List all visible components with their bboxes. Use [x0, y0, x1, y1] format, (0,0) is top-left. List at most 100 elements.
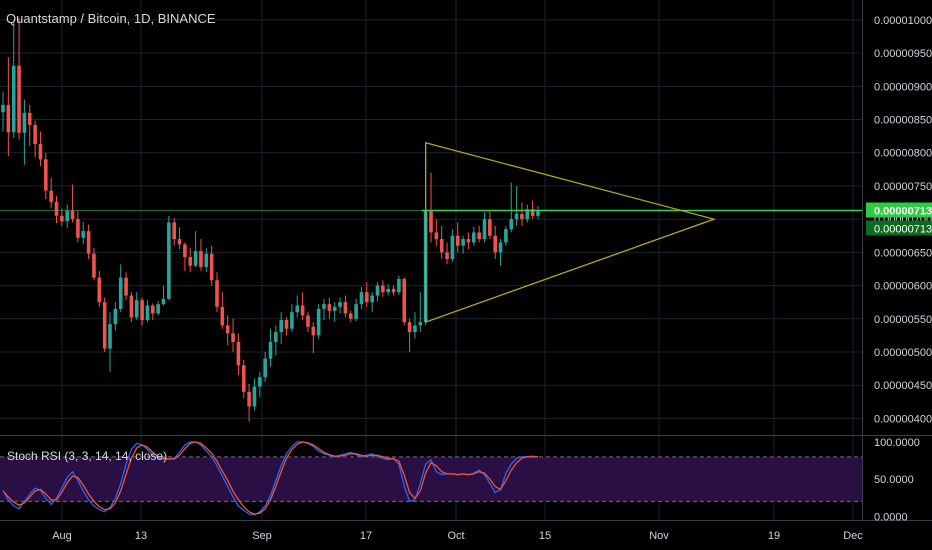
candle-body	[44, 159, 48, 191]
time-tick-label: Oct	[447, 530, 464, 542]
candle-body	[6, 104, 11, 133]
candle-body	[290, 312, 294, 329]
price-tick-label: 0.00000600	[874, 281, 932, 293]
candle-body	[525, 209, 530, 220]
stoch-tick-label: 0.0000	[874, 511, 908, 523]
candle-body	[504, 229, 508, 243]
candle-body	[54, 201, 59, 216]
candle-body	[316, 308, 321, 336]
candle-body	[140, 300, 144, 321]
candle-body	[11, 65, 16, 133]
candle-body	[247, 391, 251, 407]
candle-body	[172, 222, 176, 240]
candle-body	[49, 190, 53, 202]
price-tick-label: 0.00000800	[874, 148, 932, 160]
price-badge-value: 0.00000713	[874, 224, 932, 236]
candle-body	[386, 288, 390, 293]
candle-body	[477, 232, 481, 240]
candle-body	[279, 320, 283, 333]
candle-body	[118, 277, 123, 309]
candle-body	[332, 306, 337, 311]
candle-body	[17, 65, 21, 133]
candle-body	[530, 209, 535, 216]
candle-body	[429, 211, 433, 233]
candle-body	[450, 235, 455, 260]
candle-body	[284, 320, 289, 329]
candle-body	[434, 232, 439, 240]
candle-body	[407, 322, 412, 333]
candle-body	[488, 219, 492, 236]
candle-body	[498, 242, 503, 253]
candle-body	[295, 305, 300, 313]
candle-body	[76, 219, 80, 238]
candle-body	[129, 295, 134, 318]
candle-body	[327, 304, 332, 311]
candle-body	[156, 304, 160, 314]
candle-body	[381, 285, 385, 293]
candle-body	[338, 302, 342, 307]
stoch-d-line	[2, 441, 538, 515]
candle-body	[536, 210, 540, 216]
candle-body	[27, 112, 32, 125]
candle-body	[402, 278, 407, 323]
candle-body	[300, 305, 305, 316]
candle-body	[209, 253, 214, 281]
time-tick-label: 19	[768, 530, 780, 542]
price-tick-label: 0.00000550	[874, 314, 932, 326]
price-tick-label: 0.00000650	[874, 247, 932, 259]
candle-body	[252, 386, 257, 407]
candle-body	[65, 210, 69, 222]
candle-body	[348, 313, 353, 319]
candle-body	[370, 295, 374, 303]
candle-body	[33, 124, 37, 145]
time-tick-label: 17	[360, 530, 372, 542]
candle-body	[509, 219, 514, 230]
candle-body	[241, 365, 246, 392]
candle-body	[439, 239, 444, 253]
stoch-band	[0, 456, 862, 502]
candle-body	[86, 231, 91, 254]
indicator-title: Stoch RSI (3, 3, 14, 14, close)	[7, 449, 168, 463]
candle-body	[413, 325, 417, 333]
triangle-pattern	[424, 141, 717, 324]
price-tick-label: 0.00001000	[874, 15, 932, 27]
candle-body	[365, 292, 369, 303]
candle-body	[38, 144, 43, 160]
time-tick-label: 15	[539, 530, 551, 542]
candle-body	[225, 325, 230, 334]
candle-body	[220, 306, 225, 326]
candle-body	[520, 213, 524, 220]
candle-body	[455, 235, 460, 246]
price-tick-label: 0.00000500	[874, 347, 932, 359]
candle-body	[193, 251, 198, 266]
candle-body	[81, 231, 86, 238]
stoch-tick-label: 100.0000	[874, 437, 920, 449]
candle-body	[167, 222, 171, 299]
candle-body	[161, 298, 166, 305]
price-tick-label: 0.00000950	[874, 48, 932, 60]
candle-body	[236, 342, 241, 366]
candle-body	[268, 342, 273, 359]
time-tick-label: 13	[135, 530, 147, 542]
candle-body	[445, 252, 449, 260]
time-tick-label: Nov	[649, 530, 669, 542]
candle-body	[343, 302, 348, 314]
candle-body	[466, 239, 471, 243]
candle-body	[215, 280, 219, 307]
candle-body	[199, 251, 203, 267]
candle-body	[92, 253, 96, 278]
price-tick-label: 0.00000850	[874, 115, 932, 127]
price-badge	[866, 220, 932, 236]
candle-body	[461, 239, 465, 246]
candle-body	[391, 288, 396, 293]
candle-body	[306, 315, 310, 327]
candle-body	[231, 333, 235, 343]
candle-body	[493, 235, 497, 253]
candle-body	[1, 104, 5, 113]
candle-body	[108, 324, 112, 349]
candle-body	[311, 326, 316, 336]
candle-body	[274, 332, 278, 343]
candle-body	[359, 292, 364, 305]
candle-body	[60, 215, 64, 222]
